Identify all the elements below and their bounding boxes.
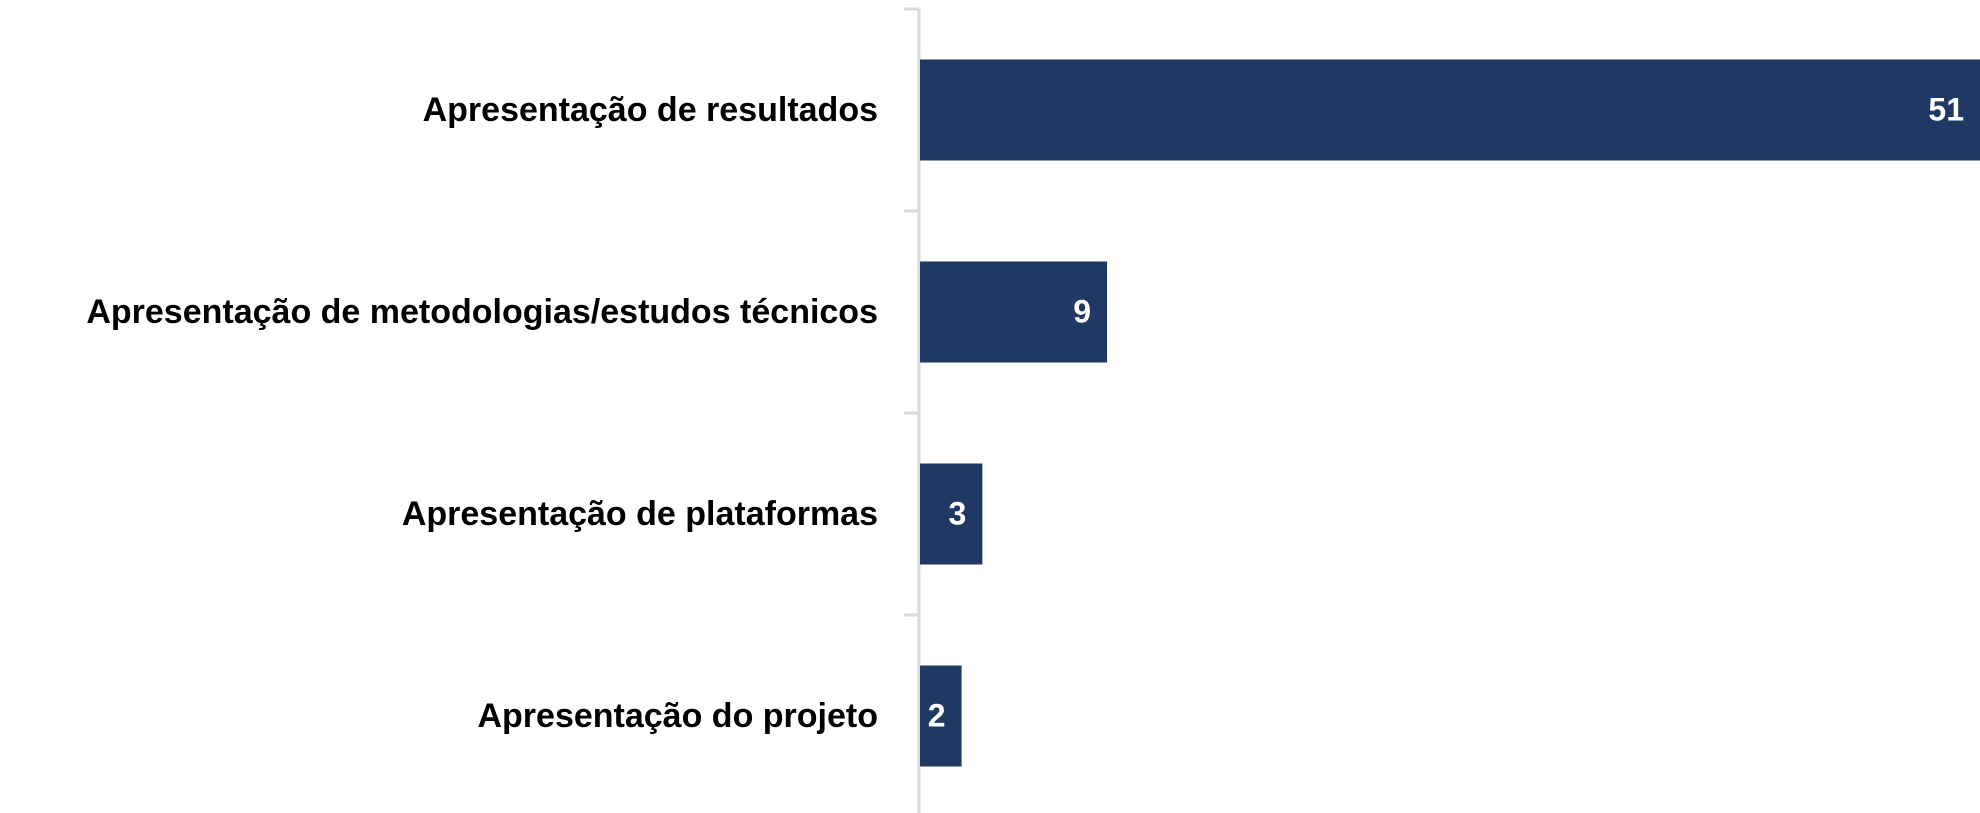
- bar: [920, 665, 962, 767]
- category-label: Apresentação do projeto: [477, 697, 878, 735]
- category-label: Apresentação de resultados: [423, 91, 878, 129]
- bar: [920, 463, 983, 565]
- value-label: 9: [1073, 293, 1091, 329]
- value-label: 2: [928, 697, 946, 733]
- category-label: Apresentação de metodologias/estudos téc…: [86, 293, 878, 331]
- bar: [920, 261, 1108, 363]
- value-label: 3: [949, 495, 967, 531]
- value-label: 51: [1928, 91, 1964, 127]
- category-label: Apresentação de plataformas: [402, 495, 878, 533]
- bar: [920, 59, 1980, 161]
